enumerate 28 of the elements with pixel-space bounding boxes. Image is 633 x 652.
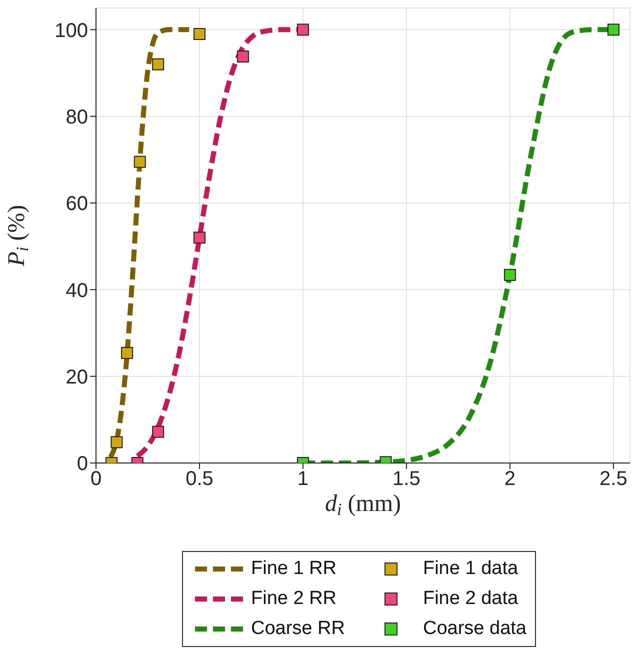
point	[152, 58, 164, 70]
point	[236, 50, 249, 63]
point	[296, 24, 309, 36]
point	[193, 232, 206, 244]
x-tick-label: 2	[504, 468, 516, 490]
legend-label: Fine 1 data	[422, 558, 518, 580]
point	[134, 156, 146, 168]
y-tick-label: 20	[66, 366, 88, 388]
y-tick-label: 80	[66, 106, 88, 128]
legend-label: Coarse RR	[251, 618, 345, 640]
legend-label: Fine 1 RR	[251, 558, 337, 580]
x-tick-label: 0.5	[186, 468, 214, 490]
x-tick-label: 1	[297, 468, 309, 490]
legend-label: Coarse data	[422, 618, 526, 640]
x-tick-label: 1.5	[392, 468, 420, 490]
point	[504, 268, 516, 281]
y-tick-label: 0	[76, 453, 88, 476]
point	[607, 24, 620, 36]
y-tick-label: 60	[66, 193, 88, 216]
y-tick-label: 100	[54, 20, 88, 42]
x-tick-label: 2.5	[600, 468, 628, 490]
point	[193, 28, 206, 40]
legend-label: Fine 2 data	[422, 588, 518, 610]
x-axis-title: d$_{i}$ (mm)	[324, 491, 402, 520]
x-tick-label: 0	[90, 468, 102, 490]
point	[121, 346, 134, 359]
y-tick-label: 40	[66, 280, 88, 302]
legend-label: Fine 2 RR	[251, 588, 337, 610]
